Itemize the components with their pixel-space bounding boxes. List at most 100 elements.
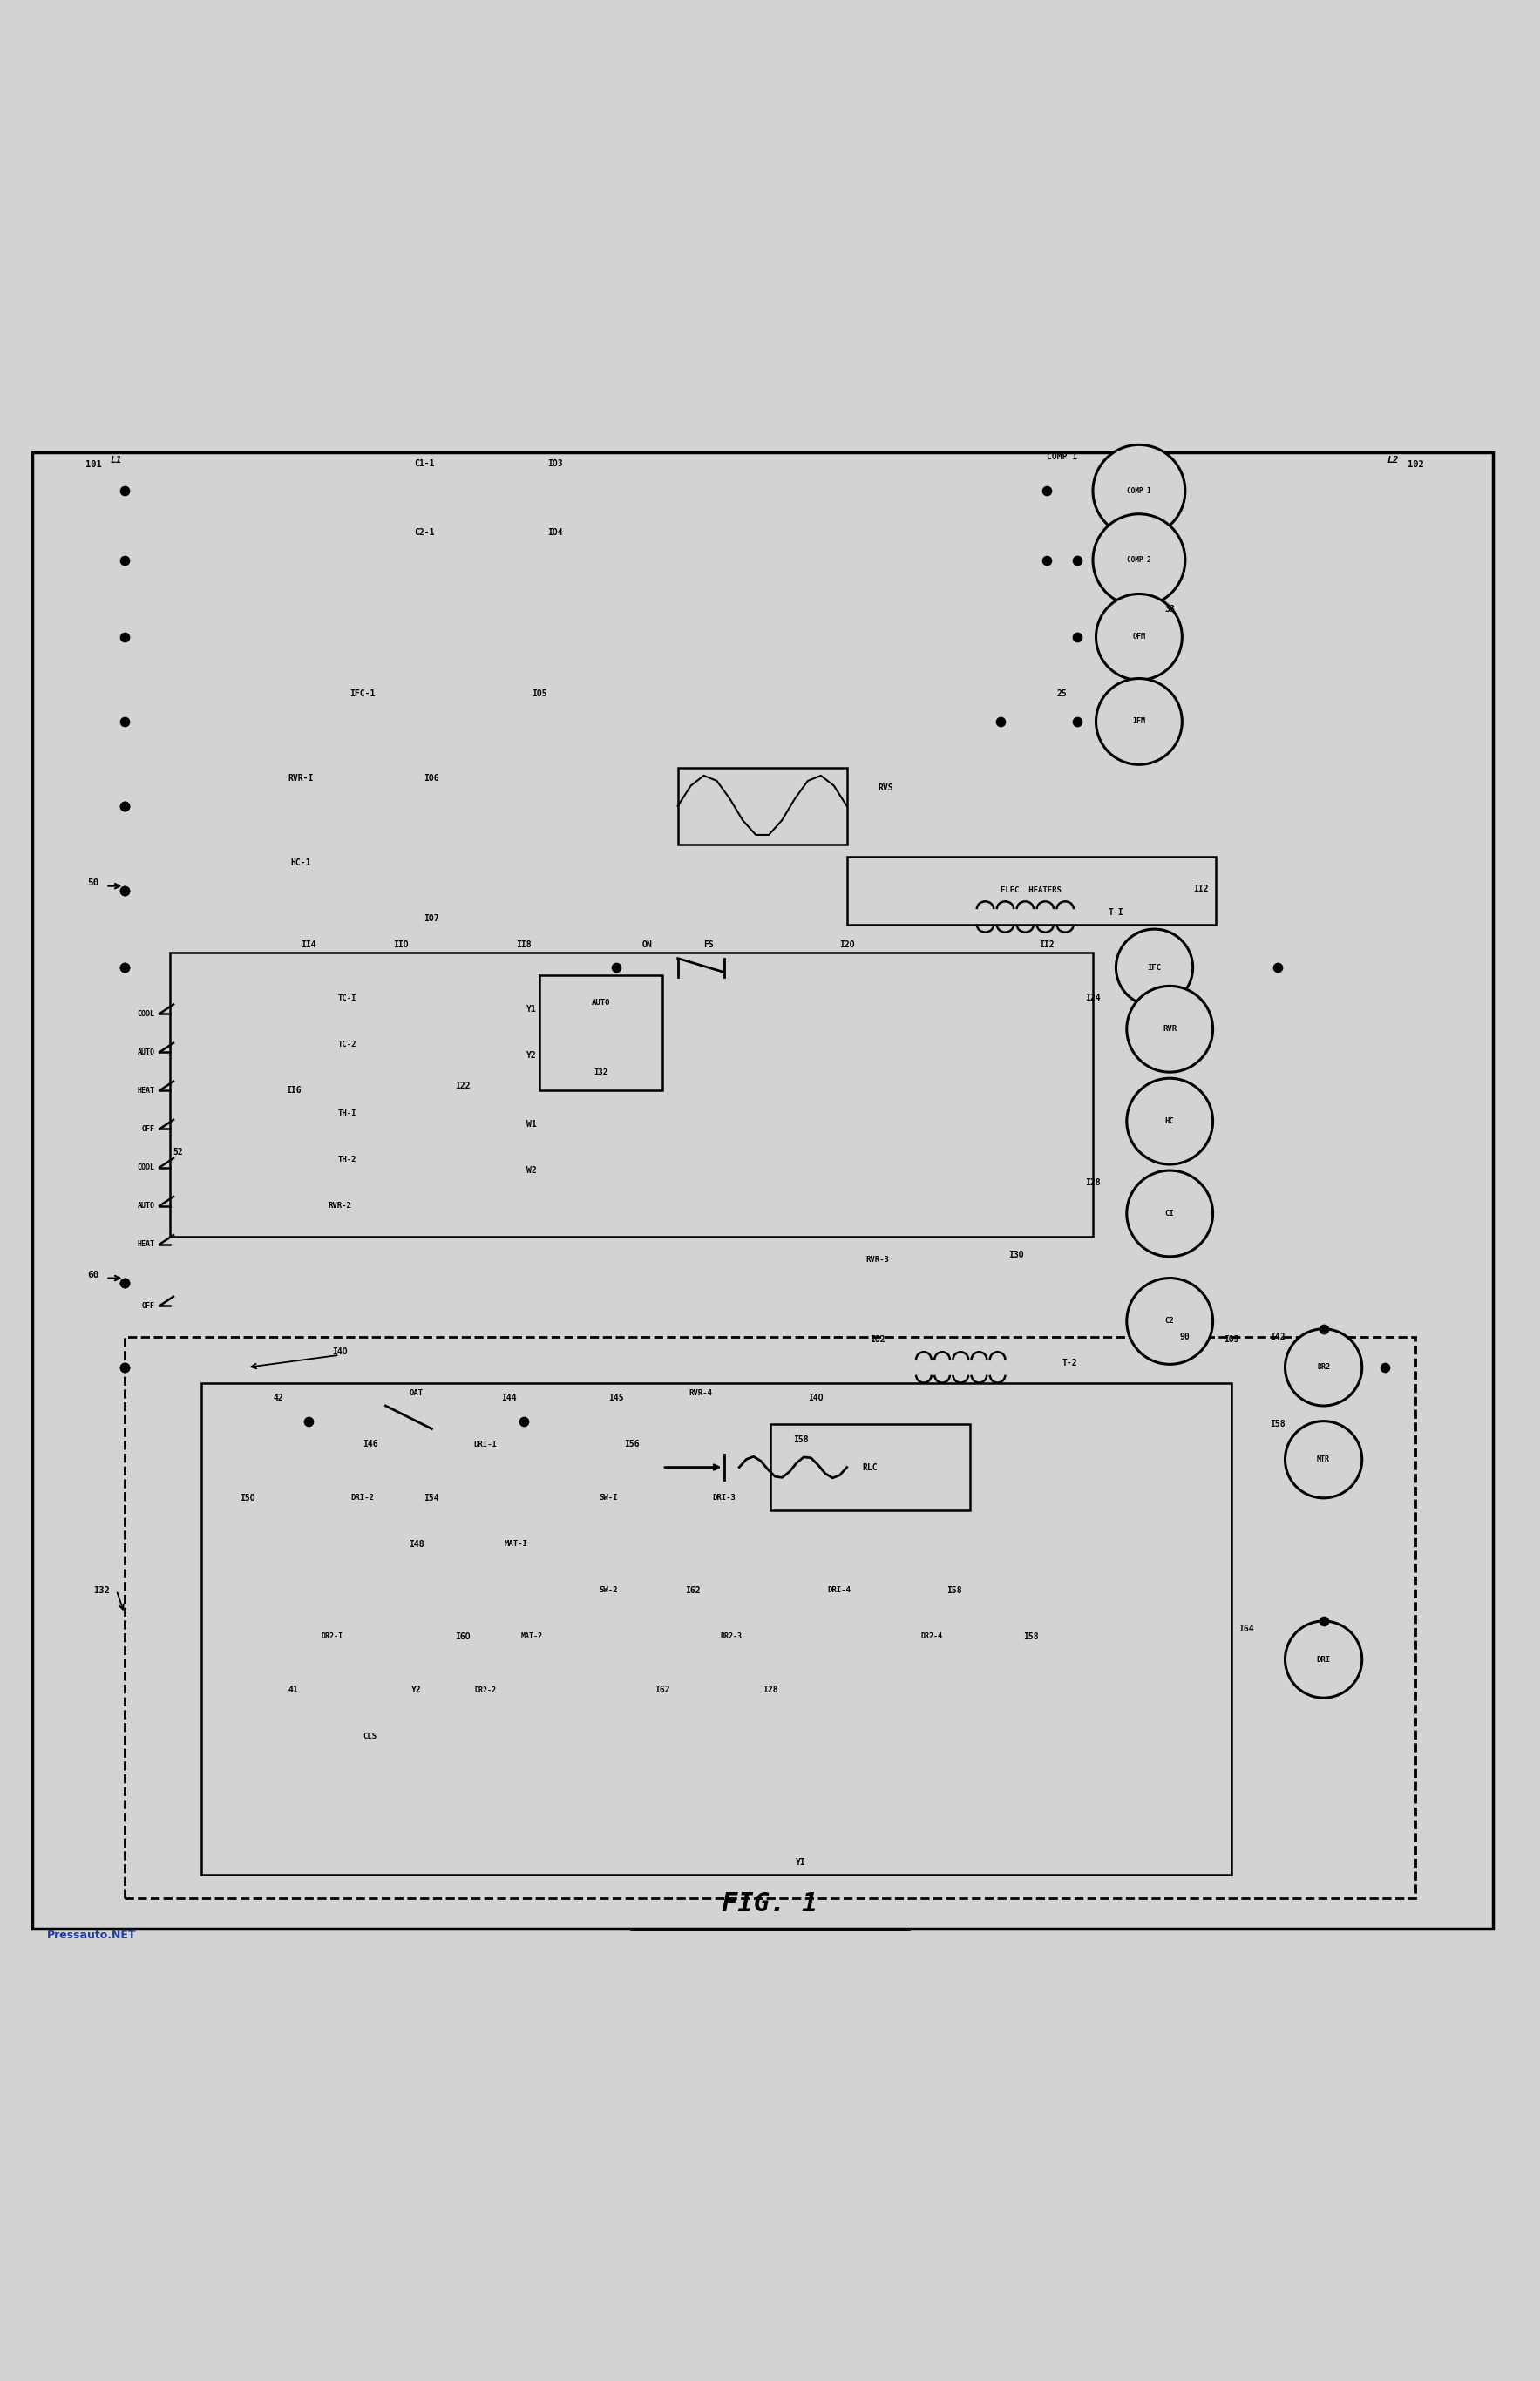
Text: C1-1: C1-1	[414, 460, 434, 467]
Text: I24: I24	[1086, 993, 1101, 1002]
Text: II2: II2	[1194, 886, 1209, 893]
Text: COMP I: COMP I	[1127, 488, 1150, 495]
Text: IFM: IFM	[1132, 717, 1146, 726]
Text: DR2-I: DR2-I	[320, 1633, 343, 1641]
Circle shape	[1284, 1621, 1361, 1698]
Text: HC: HC	[1166, 1117, 1175, 1126]
Text: IO7: IO7	[424, 914, 439, 924]
Text: I2O: I2O	[839, 940, 855, 950]
Text: SW-2: SW-2	[599, 1586, 618, 1595]
Text: RVR-4: RVR-4	[688, 1391, 713, 1398]
Text: TC-I: TC-I	[337, 995, 357, 1002]
Point	[1035, 471, 1060, 510]
Text: FS: FS	[704, 940, 713, 950]
Point	[112, 871, 137, 910]
Text: IO2: IO2	[870, 1336, 885, 1343]
Text: T-2: T-2	[1063, 1357, 1078, 1367]
Text: I58: I58	[793, 1436, 808, 1443]
Point	[112, 540, 137, 579]
Text: I54: I54	[424, 1493, 439, 1502]
Text: I3O: I3O	[1009, 1250, 1024, 1260]
Bar	[202, 1383, 1232, 1874]
Text: SW-I: SW-I	[599, 1495, 618, 1502]
Bar	[847, 857, 1217, 924]
Text: 33: 33	[1164, 605, 1175, 614]
Text: OAT: OAT	[410, 1391, 424, 1398]
Text: I44: I44	[500, 1393, 516, 1402]
Text: HC-1: HC-1	[291, 860, 311, 867]
Bar	[770, 1424, 970, 1510]
Text: RLC: RLC	[862, 1462, 878, 1471]
Text: IIO: IIO	[393, 940, 408, 950]
Point	[112, 1264, 137, 1302]
Text: RVR: RVR	[1163, 1026, 1177, 1033]
Point	[296, 1402, 320, 1441]
Text: DR2-4: DR2-4	[921, 1633, 942, 1641]
Text: II6: II6	[286, 1086, 300, 1095]
Text: II4: II4	[300, 940, 316, 950]
Text: HEAT: HEAT	[137, 1086, 156, 1095]
Circle shape	[1127, 986, 1214, 1071]
Text: I42: I42	[1269, 1333, 1284, 1341]
Text: I62: I62	[685, 1586, 701, 1595]
Circle shape	[1116, 929, 1194, 1007]
Text: I46: I46	[362, 1441, 377, 1448]
Text: OFF: OFF	[142, 1302, 156, 1310]
Text: DRI-4: DRI-4	[827, 1586, 852, 1595]
Text: I4O: I4O	[331, 1348, 346, 1357]
Text: 52: 52	[172, 1148, 183, 1157]
Text: I62: I62	[654, 1686, 670, 1695]
Circle shape	[1284, 1421, 1361, 1498]
Point	[1372, 1348, 1397, 1386]
Text: FIG. 1: FIG. 1	[722, 1891, 818, 1917]
Text: RVR-I: RVR-I	[288, 774, 314, 783]
Text: 25: 25	[1056, 690, 1067, 698]
Circle shape	[1096, 593, 1183, 681]
Text: DRI-I: DRI-I	[474, 1441, 497, 1448]
Text: L2: L2	[1388, 455, 1398, 464]
Circle shape	[1096, 679, 1183, 764]
Text: CLS: CLS	[363, 1733, 377, 1741]
Text: I48: I48	[408, 1541, 424, 1548]
Text: COOL: COOL	[137, 1164, 156, 1171]
Bar	[171, 952, 1093, 1236]
Text: TH-2: TH-2	[337, 1155, 357, 1164]
Point	[112, 702, 137, 740]
Bar	[539, 976, 662, 1090]
Text: I64: I64	[1240, 1624, 1254, 1633]
Text: Y1: Y1	[527, 1005, 537, 1014]
Text: W1: W1	[527, 1119, 537, 1129]
Text: AUTO: AUTO	[591, 1000, 610, 1007]
Text: HEAT: HEAT	[137, 1241, 156, 1248]
Text: II8: II8	[516, 940, 531, 950]
Circle shape	[1127, 1279, 1214, 1364]
Text: DR2: DR2	[1317, 1364, 1331, 1371]
Point	[112, 471, 137, 510]
Point	[112, 948, 137, 986]
Text: RVR-2: RVR-2	[328, 1202, 351, 1210]
Point	[511, 1402, 536, 1441]
Bar	[125, 1336, 1415, 1898]
Text: YI: YI	[796, 1857, 805, 1867]
Text: ELEC. HEATERS: ELEC. HEATERS	[1001, 886, 1063, 895]
Point	[1066, 702, 1090, 740]
Text: AUTO: AUTO	[137, 1048, 156, 1057]
Text: I58: I58	[1024, 1631, 1040, 1641]
Text: 42: 42	[273, 1393, 283, 1402]
Text: TH-I: TH-I	[337, 1110, 357, 1117]
Point	[112, 948, 137, 986]
Text: RVS: RVS	[878, 783, 893, 793]
Text: OFM: OFM	[1132, 633, 1146, 640]
Text: DRI: DRI	[1317, 1655, 1331, 1664]
Point	[989, 702, 1013, 740]
Text: AUTO: AUTO	[137, 1202, 156, 1210]
Text: Y2: Y2	[411, 1686, 422, 1695]
Text: COOL: COOL	[137, 1010, 156, 1017]
Point	[1035, 540, 1060, 579]
Text: I5O: I5O	[240, 1493, 256, 1502]
Text: IO3: IO3	[547, 460, 562, 467]
Text: Pressauto.NET: Pressauto.NET	[48, 1929, 137, 1941]
Text: DR2-3: DR2-3	[721, 1633, 742, 1641]
Text: I56: I56	[624, 1441, 639, 1448]
Text: 102: 102	[1408, 460, 1425, 469]
